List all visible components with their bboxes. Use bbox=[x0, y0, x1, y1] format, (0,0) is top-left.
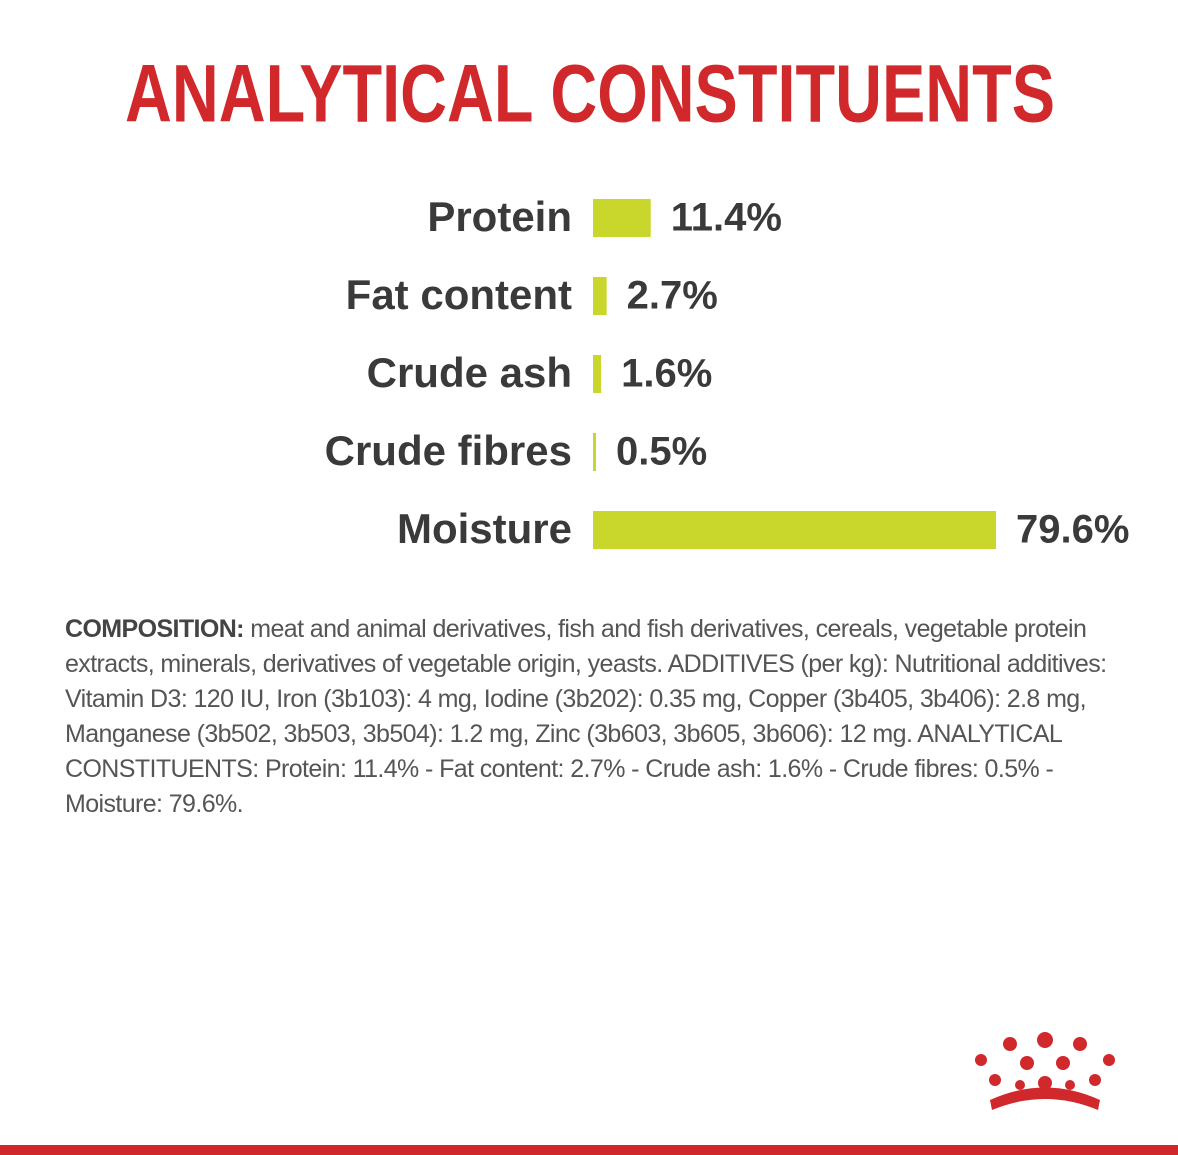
value-label: 11.4% bbox=[671, 196, 782, 240]
category-label: Moisture bbox=[397, 505, 572, 552]
bar bbox=[593, 355, 602, 393]
value-label: 79.6% bbox=[1016, 508, 1129, 552]
bar bbox=[593, 433, 596, 471]
value-label: 1.6% bbox=[621, 352, 712, 396]
composition-label: COMPOSITION: bbox=[65, 615, 245, 643]
value-label: 0.5% bbox=[616, 430, 707, 474]
bar bbox=[593, 277, 607, 315]
composition: COMPOSITION: meat and animal derivatives… bbox=[65, 612, 1115, 822]
bar bbox=[593, 511, 996, 549]
logo bbox=[975, 1032, 1115, 1110]
chart-title: ANALYTICAL CONSTITUENTS bbox=[125, 49, 1055, 140]
category-label: Crude ash bbox=[367, 349, 572, 396]
category-label: Protein bbox=[427, 193, 572, 240]
bar bbox=[593, 199, 651, 237]
composition-text: meat and animal derivatives, fish and fi… bbox=[65, 615, 1107, 818]
category-label: Fat content bbox=[346, 271, 572, 318]
value-label: 2.7% bbox=[627, 274, 718, 318]
category-label: Crude fibres bbox=[325, 427, 572, 474]
bottom-rule bbox=[0, 1145, 1178, 1155]
